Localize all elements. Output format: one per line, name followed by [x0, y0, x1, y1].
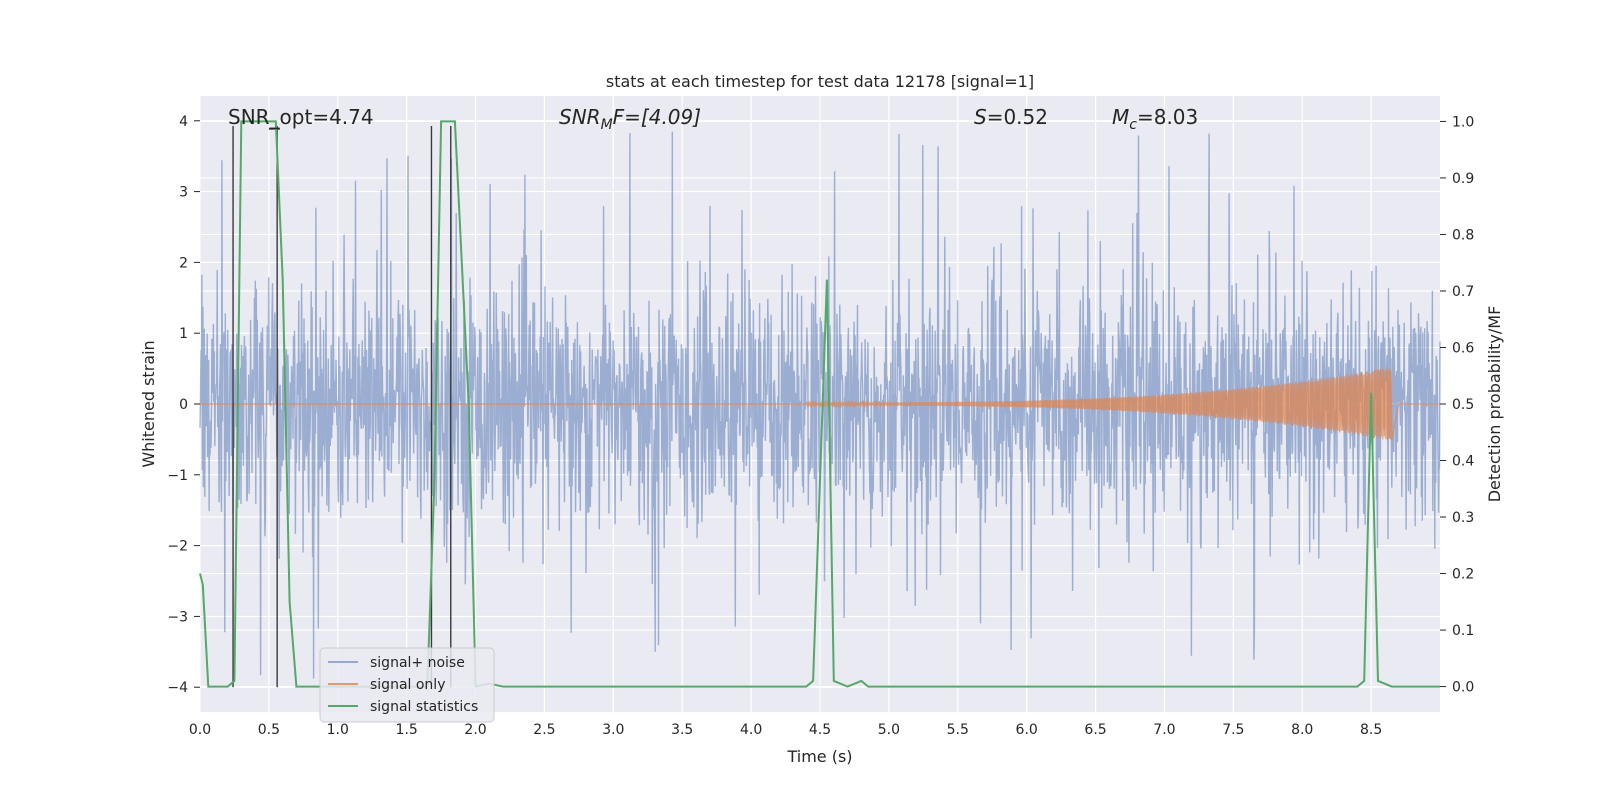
x-tick-label: 3.5: [671, 722, 693, 738]
tick-layer: 0.0 0.5 1.0 1.5 2.0 2.5 3.0 3.5 4.0 4.5 5.0 5.5 6.0 6…: [167, 114, 1474, 738]
x-tick-label: 8.0: [1291, 722, 1313, 738]
signal-series-line: [199, 368, 1440, 441]
x-tick-label: 8.5: [1360, 722, 1382, 738]
y-left-tick-label: 0: [179, 397, 188, 413]
y-left-tick-label: −4: [167, 680, 188, 696]
x-tick-label: 7.0: [1153, 722, 1175, 738]
legend-label-signal: signal only: [370, 677, 445, 693]
x-axis-label: Time (s): [786, 747, 852, 766]
y-left-tick-label: −3: [167, 609, 188, 625]
y-right-tick-label: 1.0: [1452, 114, 1474, 130]
y-right-tick-label: 0.4: [1452, 454, 1474, 470]
annotation-mc: Mc=8.03: [1112, 105, 1198, 133]
y-left-tick-label: 1: [179, 326, 188, 342]
y-left-tick-label: 3: [179, 185, 188, 201]
x-tick-label: 5.0: [878, 722, 900, 738]
y-right-tick-label: 0.1: [1452, 623, 1474, 639]
y-right-tick-label: 0.2: [1452, 567, 1474, 583]
stats-layer: [199, 120, 1440, 688]
x-tick-label: 1.0: [327, 722, 349, 738]
stats-series-line: [199, 120, 1440, 688]
y-right-tick-label: 0.7: [1452, 284, 1474, 300]
y-left-tick-label: 4: [179, 114, 188, 130]
y-right-tick-label: 0.6: [1452, 340, 1474, 356]
x-tick-label: 4.0: [740, 722, 762, 738]
x-tick-label: 0.0: [189, 722, 211, 738]
legend-label-stats: signal statistics: [370, 699, 478, 715]
x-tick-label: 4.5: [809, 722, 831, 738]
y-right-tick-label: 0.5: [1452, 397, 1474, 413]
x-tick-label: 7.5: [1222, 722, 1244, 738]
y-right-tick-label: 0.9: [1452, 171, 1474, 187]
y-right-tick-label: 0.0: [1452, 680, 1474, 696]
legend-label-noise: signal+ noise: [370, 655, 465, 671]
x-tick-label: 0.5: [258, 722, 280, 738]
x-tick-label: 2.0: [464, 722, 486, 738]
x-tick-label: 2.5: [533, 722, 555, 738]
annotation-snr-opt: SNR_opt=4.74: [228, 105, 374, 129]
y-axis-right-label: Detection probability/MF: [1485, 306, 1504, 503]
data-layer: [199, 131, 1441, 679]
x-tick-label: 3.0: [602, 722, 624, 738]
x-tick-label: 6.5: [1084, 722, 1106, 738]
y-axis-left-label: Whitened strain: [139, 340, 158, 467]
legend-box: [319, 647, 495, 723]
y-right-tick-label: 0.3: [1452, 510, 1474, 526]
legend: signal+ noise signal only signal statist…: [319, 647, 495, 723]
x-tick-label: 1.5: [396, 722, 418, 738]
annotation-snr-mf: SNRMF=[4.09]: [559, 105, 701, 133]
y-right-tick-label: 0.8: [1452, 227, 1474, 243]
annotation-s: S=0.52: [974, 105, 1048, 129]
y-left-tick-label: 2: [179, 255, 188, 271]
x-tick-label: 6.0: [1016, 722, 1038, 738]
chart-title: stats at each timestep for test data 121…: [606, 72, 1034, 91]
x-tick-label: 5.5: [947, 722, 969, 738]
y-left-tick-label: −1: [167, 468, 188, 484]
y-left-tick-label: −2: [167, 539, 188, 555]
